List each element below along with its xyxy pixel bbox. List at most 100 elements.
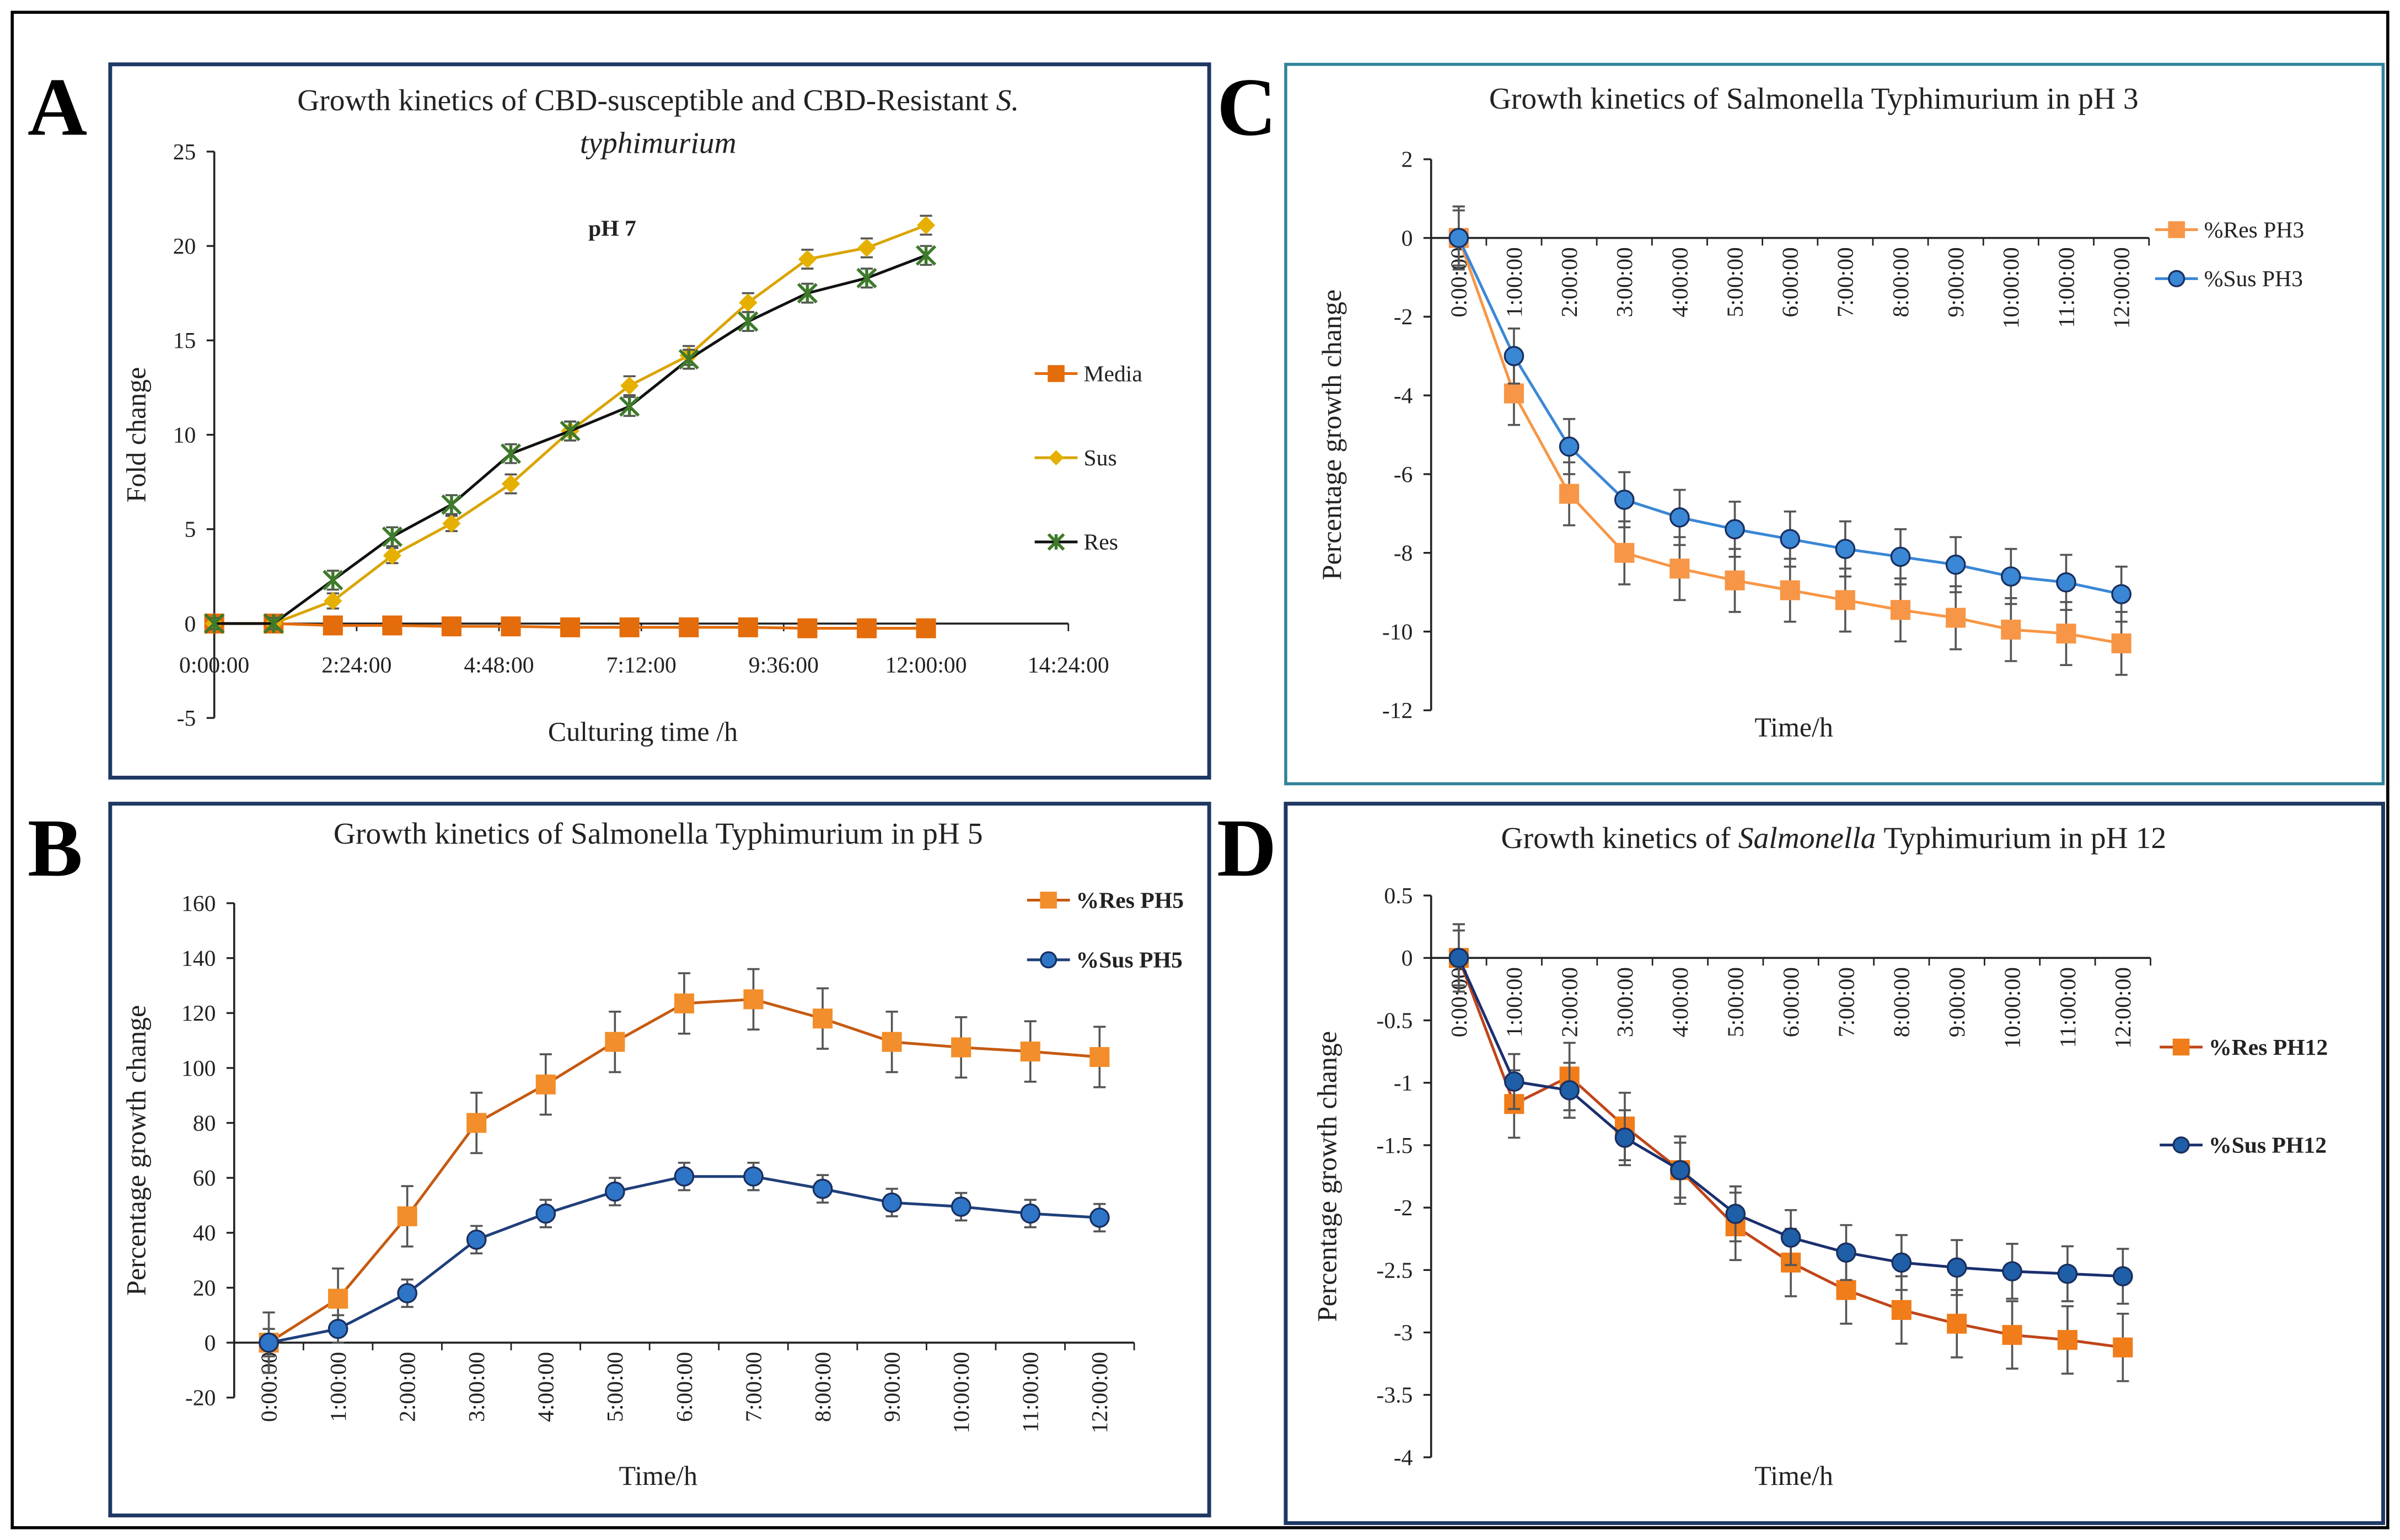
y-tick-label: -3.5: [1376, 1383, 1413, 1408]
marker: [951, 1196, 971, 1217]
y-tick-label: -2: [1394, 1195, 1413, 1221]
marker: [738, 617, 758, 637]
y-tick-label: 0.5: [1384, 883, 1413, 909]
y-tick-label: 0: [1402, 946, 1413, 971]
x-axis-label: Time/h: [619, 1460, 697, 1491]
marker: [916, 618, 936, 638]
y-tick-label: 25: [173, 139, 196, 165]
panel-letter: B: [28, 802, 83, 894]
y-tick-label: 15: [173, 328, 196, 353]
x-tick-label: 4:00:00: [1668, 967, 1693, 1037]
marker: [1725, 519, 1745, 540]
y-tick-label: 0: [185, 611, 196, 637]
y-tick-label: 140: [181, 946, 216, 972]
x-tick-label: 2:00:00: [395, 1352, 421, 1422]
x-tick-label: 5:00:00: [603, 1352, 628, 1422]
x-tick-label: 0:00:00: [179, 653, 249, 678]
chart: ApH 7 -5 0 5 10 15 20 25 Fold change Culturing ti…: [28, 61, 1142, 747]
title-segment: Growth kinetics of Salmonella Typhimuriu…: [334, 817, 983, 851]
x-tick-label: 12:00:00: [2109, 247, 2135, 329]
marker: [397, 1206, 417, 1226]
x-tick-label: 10:00:00: [949, 1352, 974, 1434]
marker: [797, 618, 818, 638]
legend-label: %Sus PH12: [2209, 1133, 2327, 1158]
marker: [1780, 580, 1800, 600]
x-tick-label: 3:00:00: [1612, 247, 1637, 317]
marker: [441, 494, 462, 515]
marker: [2111, 633, 2131, 653]
chart-title: Growth kinetics of Salmonella Typhimurium …: [1501, 822, 2167, 855]
legend-label: %Sus PH5: [1076, 948, 1183, 973]
legend-label: %Res PH3: [2204, 217, 2305, 243]
title-segment: Growth kinetics of CBD-susceptible and C…: [297, 84, 989, 117]
x-tick-label: 4:00:00: [1667, 247, 1693, 317]
marker: [560, 617, 581, 637]
y-tick-label: 20: [193, 1275, 216, 1301]
marker: [1890, 600, 1911, 620]
marker: [1559, 436, 1580, 457]
marker: [328, 1289, 348, 1309]
chart: B -20 0 20 40 60 80 100 120 140 160 Percentage grow…: [28, 802, 1184, 1491]
marker: [1669, 559, 1690, 579]
marker: [1614, 489, 1635, 510]
marker: [466, 1229, 487, 1250]
y-tick-label: -1: [1394, 1071, 1413, 1096]
legend-label: Media: [1084, 361, 1142, 387]
marker: [2001, 619, 2021, 640]
legend-label: %Sus PH3: [2204, 266, 2303, 292]
x-tick-label: 10:00:00: [2000, 967, 2025, 1049]
marker: [738, 311, 759, 332]
marker: [259, 1332, 279, 1353]
marker: [1448, 228, 1469, 248]
marker: [1670, 1160, 1690, 1181]
marker: [674, 1166, 695, 1187]
marker: [674, 993, 694, 1013]
marker: [535, 1203, 556, 1224]
marker: [2057, 1330, 2077, 1350]
marker: [1669, 507, 1690, 528]
y-tick-label: 60: [193, 1166, 216, 1191]
x-tick-label: 12:00:00: [2111, 967, 2136, 1049]
legend-label: Res: [1084, 530, 1118, 555]
marker: [882, 1192, 902, 1213]
marker: [1089, 1208, 1110, 1228]
marker: [679, 617, 699, 637]
x-tick-label: 7:00:00: [741, 1352, 766, 1422]
x-tick-label: 1:00:00: [326, 1352, 351, 1422]
x-tick-label: 7:00:00: [1834, 967, 1859, 1037]
marker: [1780, 529, 1801, 550]
y-tick-label: -8: [1394, 541, 1413, 566]
marker: [743, 989, 764, 1010]
y-tick-label: 100: [181, 1056, 216, 1081]
marker: [2172, 1038, 2190, 1056]
marker: [327, 1318, 348, 1339]
marker: [1048, 450, 1064, 466]
y-tick-label: -5: [177, 706, 196, 731]
marker: [619, 396, 640, 417]
x-tick-label: 2:00:00: [1557, 247, 1582, 317]
x-tick-label: 8:00:00: [1888, 247, 1914, 317]
annotation: pH 7: [588, 216, 636, 242]
marker: [1504, 1071, 1524, 1092]
y-tick-label: 0: [1402, 226, 1413, 251]
y-tick-label: -12: [1382, 698, 1413, 723]
marker: [560, 421, 581, 442]
marker: [1040, 951, 1057, 969]
marker: [1725, 1204, 1746, 1224]
marker: [2111, 584, 2131, 604]
marker: [1040, 892, 1057, 909]
marker: [1504, 346, 1524, 367]
y-tick-label: -4: [1394, 1445, 1413, 1471]
x-tick-label: 11:00:00: [1018, 1352, 1044, 1432]
marker: [2168, 270, 2186, 287]
marker: [535, 1074, 556, 1094]
y-axis-label: Fold change: [121, 367, 152, 503]
marker: [501, 616, 521, 637]
x-tick-label: 11:00:00: [2055, 967, 2081, 1048]
marker: [1048, 365, 1065, 382]
marker: [2056, 572, 2076, 593]
marker: [882, 1032, 902, 1052]
marker: [1047, 533, 1065, 551]
marker: [1891, 1300, 1912, 1320]
